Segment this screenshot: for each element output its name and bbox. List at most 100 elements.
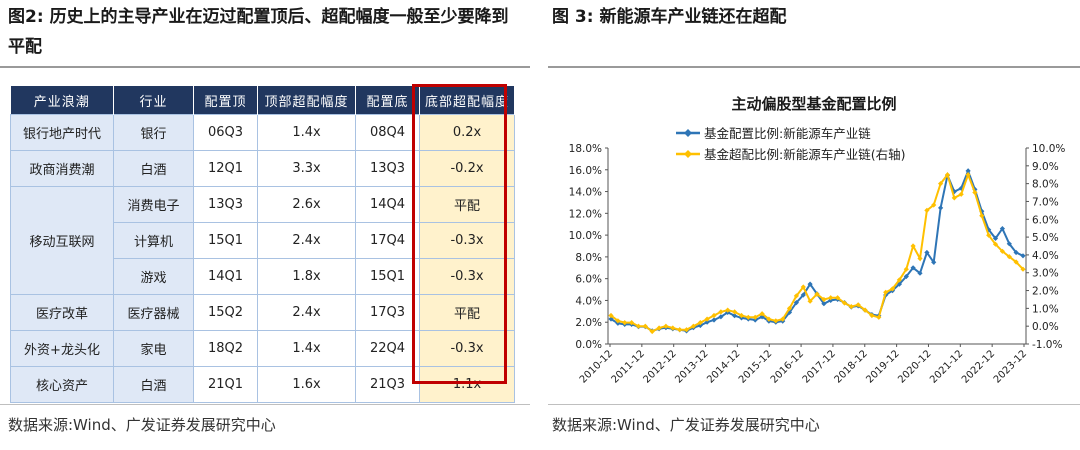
right-figure-title: 图 3: 新能源车产业链还在超配 bbox=[552, 2, 1072, 32]
industry-cell: 医疗器械 bbox=[113, 294, 194, 331]
x-tick-label: 2013-12 bbox=[673, 348, 710, 385]
series-point bbox=[855, 302, 861, 308]
left-figure-caption: 历史上的主导产业在迈过配置顶后、超配幅度一般至少要降到平配 bbox=[8, 7, 509, 57]
x-tick-label: 2021-12 bbox=[928, 348, 965, 385]
left-title-divider bbox=[0, 66, 530, 68]
series-point bbox=[883, 289, 889, 295]
series-point bbox=[876, 314, 882, 320]
series-point bbox=[711, 312, 717, 319]
right-source-note: 数据来源:Wind、广发证券发展研究中心 bbox=[552, 416, 820, 434]
legend-marker-series1 bbox=[684, 129, 692, 137]
bottom-over-highlight-box bbox=[412, 84, 507, 384]
header-wave: 产业浪潮 bbox=[10, 86, 114, 115]
wave-cell: 银行地产时代 bbox=[10, 114, 114, 151]
series-point bbox=[992, 241, 999, 247]
series-point bbox=[986, 227, 992, 233]
industry-wave-table: 产业浪潮 行业 配置顶 顶部超配幅度 配置底 底部超配幅度 银行地产时代 银行 … bbox=[10, 86, 515, 403]
bottom-cell: 08Q4 bbox=[355, 114, 420, 151]
top-over-cell: 3.3x bbox=[257, 150, 356, 187]
x-tick-label: 2015-12 bbox=[737, 348, 774, 385]
wave-cell: 移动互联网 bbox=[10, 186, 114, 295]
series-point bbox=[807, 298, 813, 304]
table-row: 游戏 14Q1 1.8x 15Q1 -0.3x bbox=[11, 258, 515, 295]
series-point bbox=[690, 323, 696, 329]
series-point bbox=[683, 327, 690, 333]
series-point bbox=[986, 232, 992, 238]
top-over-cell: 2.4x bbox=[257, 222, 356, 259]
table-header-row: 产业浪潮 行业 配置顶 顶部超配幅度 配置底 底部超配幅度 bbox=[10, 86, 515, 115]
series-point bbox=[828, 295, 834, 301]
y-left-tick-label: 12.0% bbox=[569, 208, 602, 220]
table-row: 外资+龙头化 家电 18Q2 1.4x 22Q4 -0.3x bbox=[10, 330, 515, 367]
series-point bbox=[951, 195, 957, 201]
y-left-tick-label: 2.0% bbox=[575, 317, 602, 329]
series-point bbox=[848, 304, 854, 310]
x-tick-label: 2018-12 bbox=[833, 348, 870, 385]
y-left-tick-label: 0.0% bbox=[575, 339, 602, 351]
y-right-tick-label: 3.0% bbox=[1032, 268, 1059, 280]
legend-label-series1: 基金配置比例:新能源车产业链 bbox=[704, 126, 871, 141]
series-point bbox=[979, 208, 985, 214]
left-source-note: 数据来源:Wind、广发证券发展研究中心 bbox=[8, 416, 276, 434]
series-point bbox=[821, 301, 827, 307]
series-point bbox=[951, 189, 957, 195]
series-point bbox=[828, 297, 834, 303]
series-point bbox=[958, 191, 964, 197]
industry-cell: 银行 bbox=[113, 114, 194, 151]
bottom-over-cell: -0.3x bbox=[419, 258, 515, 295]
series-point bbox=[965, 172, 971, 178]
industry-cell: 白酒 bbox=[113, 150, 194, 187]
series-point bbox=[649, 328, 655, 335]
bottom-cell: 17Q3 bbox=[355, 294, 420, 331]
wave-cell: 医疗改革 bbox=[10, 294, 114, 331]
x-tick-label: 2010-12 bbox=[578, 348, 615, 385]
left-figure-title: 图2: 历史上的主导产业在迈过配置顶后、超配幅度一般至少要降到平配 bbox=[8, 2, 518, 62]
series-point bbox=[903, 266, 909, 272]
series-point bbox=[1006, 241, 1012, 247]
series-point bbox=[814, 291, 820, 297]
series-point bbox=[931, 259, 937, 265]
right-title-divider bbox=[548, 66, 1080, 68]
series-point bbox=[972, 189, 978, 196]
series-point bbox=[910, 243, 916, 249]
series-point bbox=[732, 313, 738, 319]
bottom-cell: 15Q1 bbox=[355, 258, 420, 295]
series-point bbox=[608, 312, 614, 319]
y-left-tick-label: 6.0% bbox=[575, 274, 602, 286]
y-right-tick-label: 7.0% bbox=[1032, 196, 1059, 208]
wave-cell: 外资+龙头化 bbox=[10, 330, 114, 367]
series-point bbox=[642, 323, 648, 329]
industry-cell: 家电 bbox=[113, 330, 194, 367]
top-over-cell: 1.6x bbox=[257, 366, 356, 403]
series-point bbox=[903, 273, 909, 280]
series-point bbox=[704, 319, 710, 325]
series-point bbox=[800, 292, 806, 298]
series-point bbox=[938, 205, 944, 211]
chart-axes: 0.0% 2.0% 4.0% 6.0% 8.0% 10.0% 12.0% 14.0% 16.0%… bbox=[569, 143, 1066, 386]
header-bottom-over: 底部超配幅度 bbox=[419, 86, 515, 115]
y-right-tick-label: 10.0% bbox=[1032, 143, 1065, 155]
y-left-tick-label: 18.0% bbox=[569, 143, 602, 155]
top-over-cell: 2.6x bbox=[257, 186, 356, 223]
x-tick-label: 2020-12 bbox=[896, 348, 933, 385]
top-cell: 15Q2 bbox=[193, 294, 258, 331]
y-right-tick-label: 1.0% bbox=[1032, 303, 1059, 315]
top-cell: 21Q1 bbox=[193, 366, 258, 403]
bottom-over-cell: 1.1x bbox=[419, 366, 515, 403]
y-right-tick-label: 4.0% bbox=[1032, 250, 1059, 262]
table-row: 医疗改革 医疗器械 15Q2 2.4x 17Q3 平配 bbox=[10, 294, 515, 331]
series-point bbox=[917, 270, 923, 276]
header-industry: 行业 bbox=[113, 86, 194, 115]
x-tick-label: 2019-12 bbox=[864, 348, 901, 385]
series-point bbox=[635, 323, 642, 329]
top-cell: 14Q1 bbox=[193, 258, 258, 295]
y-left-tick-label: 8.0% bbox=[575, 252, 602, 264]
series-point bbox=[835, 295, 841, 301]
series-point bbox=[924, 249, 930, 256]
series-point bbox=[931, 202, 937, 208]
industry-cell: 消费电子 bbox=[113, 186, 194, 223]
series-point bbox=[738, 312, 745, 319]
wave-cell: 核心资产 bbox=[10, 366, 114, 403]
y-right-tick-label: -1.0% bbox=[1032, 339, 1062, 351]
series-point bbox=[965, 168, 971, 174]
